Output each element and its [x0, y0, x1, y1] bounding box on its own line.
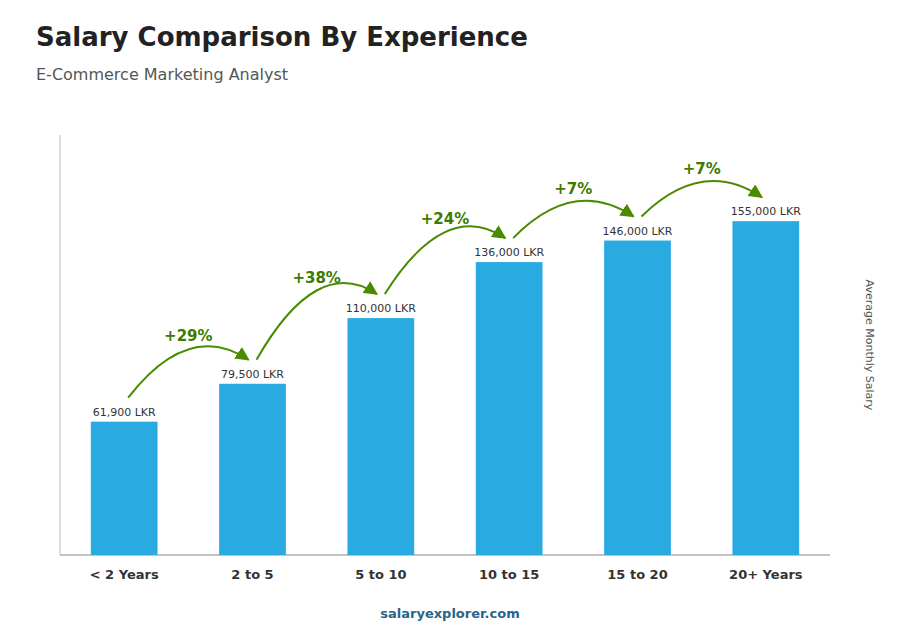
change-label: +29%	[164, 327, 212, 345]
subtitle: E-Commerce Marketing Analyst	[36, 65, 288, 84]
data-label: 79,500 LKR	[221, 368, 284, 381]
y-axis-line	[60, 135, 61, 555]
change-label: +7%	[554, 180, 592, 198]
bar	[91, 422, 158, 555]
change-arrow	[128, 346, 248, 397]
x-tick-label: 20+ Years	[729, 567, 803, 582]
bar	[604, 241, 671, 555]
chart-container: Salary Comparison By Experience E-Commerc…	[0, 0, 900, 641]
bar	[732, 221, 799, 555]
change-arrow	[385, 226, 505, 294]
x-tick-label: 5 to 10	[355, 567, 406, 582]
bar	[219, 384, 286, 555]
data-label: 146,000 LKR	[603, 225, 673, 238]
data-label: 155,000 LKR	[731, 205, 801, 218]
y-axis-label: Average Monthly Salary	[863, 280, 876, 411]
change-arrow	[642, 181, 762, 216]
x-tick-label: 2 to 5	[231, 567, 273, 582]
bar	[476, 262, 543, 555]
x-axis-line	[60, 555, 830, 556]
change-arrow	[257, 283, 377, 360]
change-label: +7%	[683, 160, 721, 178]
bars	[91, 221, 799, 555]
change-arrow	[513, 201, 633, 238]
data-label: 61,900 LKR	[93, 406, 156, 419]
footer: salaryexplorer.com	[380, 606, 519, 621]
title: Salary Comparison By Experience	[36, 22, 528, 52]
change-label: +24%	[421, 210, 469, 228]
data-label: 110,000 LKR	[346, 302, 416, 315]
x-tick-label: 10 to 15	[479, 567, 539, 582]
x-tick-label: < 2 Years	[90, 567, 159, 582]
bar	[347, 318, 414, 555]
data-label: 136,000 LKR	[474, 246, 544, 259]
change-label: +38%	[292, 269, 340, 287]
chart-svg: Salary Comparison By Experience E-Commerc…	[0, 0, 900, 641]
x-tick-label: 15 to 20	[607, 567, 667, 582]
